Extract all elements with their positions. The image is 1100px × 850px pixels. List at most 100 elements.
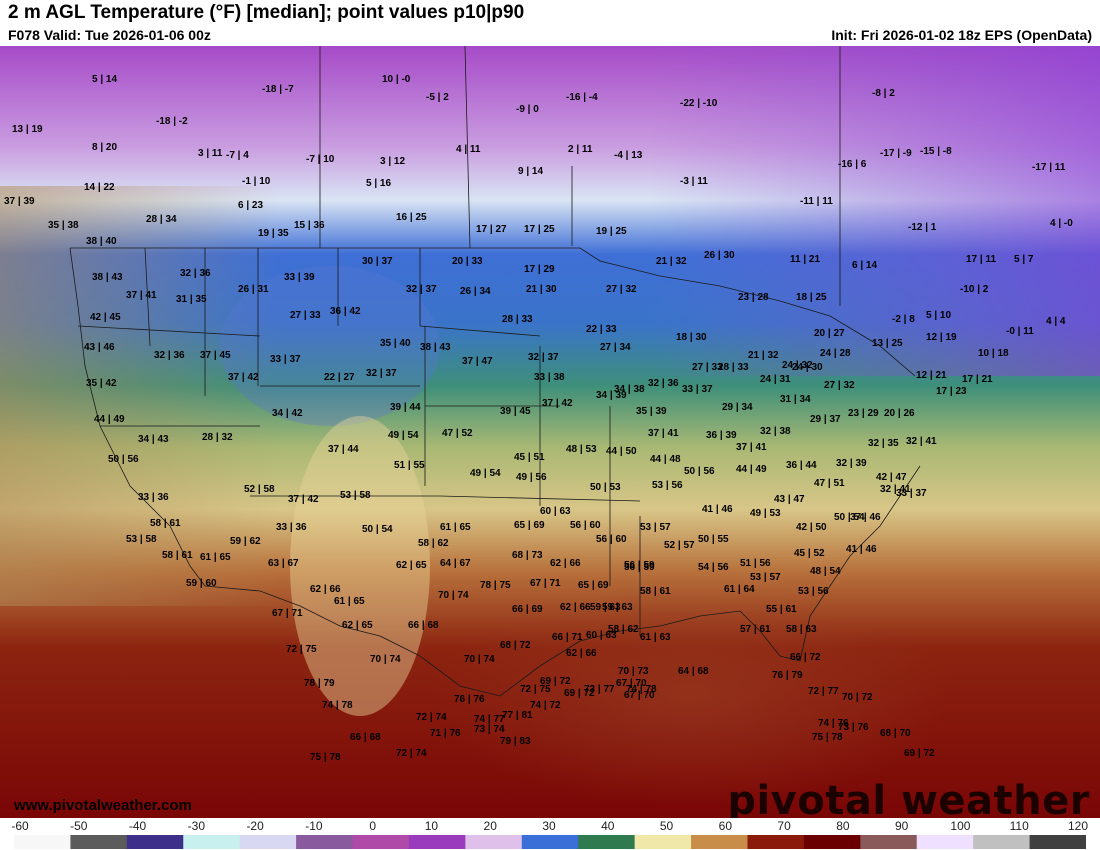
point-value-label: 51 | 56 (740, 558, 771, 569)
point-value-label: 63 | 67 (268, 558, 299, 569)
point-value-label: 61 | 63 (640, 632, 671, 643)
point-value-label: 17 | 21 (962, 374, 993, 385)
point-value-label: 20 | 33 (452, 256, 483, 267)
init-time: Init: Fri 2026-01-02 18z EPS (OpenData) (831, 27, 1092, 43)
point-value-label: -5 | 2 (426, 92, 449, 103)
point-value-label: 9 | 14 (518, 166, 543, 177)
point-value-label: 58 | 63 (786, 624, 817, 635)
point-value-label: 33 | 37 (682, 384, 713, 395)
point-value-label: 4 | -0 (1050, 218, 1073, 229)
point-value-label: 72 | 75 (520, 684, 551, 695)
point-value-label: -2 | 8 (892, 314, 915, 325)
color-scale-tick: 120 (1067, 819, 1089, 833)
point-value-label: 77 | 81 (502, 710, 533, 721)
point-value-label: 72 | 75 (286, 644, 317, 655)
point-value-label: 70 | 74 (370, 654, 401, 665)
point-value-label: 48 | 53 (566, 444, 597, 455)
point-value-label: 67 | 71 (530, 578, 561, 589)
point-value-label: 66 | 72 (790, 652, 821, 663)
color-scale-segment (747, 835, 805, 849)
point-value-label: 78 | 79 (304, 678, 335, 689)
point-value-label: 26 | 34 (460, 286, 491, 297)
point-value-label: 52 | 58 (244, 484, 275, 495)
point-value-label: 27 | 32 (824, 380, 855, 391)
point-value-label: 14 | 22 (84, 182, 115, 193)
point-value-label: 10 | -0 (382, 74, 411, 85)
point-value-label: 68 | 72 (500, 640, 531, 651)
point-value-label: 41 | 46 (846, 544, 877, 555)
point-value-label: 33 | 37 (270, 354, 301, 365)
point-value-label: 19 | 25 (596, 226, 627, 237)
point-value-label: 58 | 62 (608, 624, 639, 635)
point-value-label: 78 | 75 (480, 580, 511, 591)
point-value-label: 36 | 39 (706, 430, 737, 441)
point-value-label: 50 | 56 (684, 466, 715, 477)
point-value-label: 23 | 29 (848, 408, 879, 419)
point-value-label: 62 | 65 (396, 560, 427, 571)
color-scale-tick: 60 (718, 819, 733, 833)
point-value-label: 49 | 53 (750, 508, 781, 519)
color-scale-segment (521, 835, 579, 849)
point-value-label: 6 | 14 (852, 260, 877, 271)
point-value-label: 28 | 32 (202, 432, 233, 443)
point-value-label: 39 | 44 (390, 402, 421, 413)
point-value-label: 42 | 47 (876, 472, 907, 483)
point-value-label: 16 | 25 (396, 212, 427, 223)
point-value-label: 37 | 41 (126, 290, 157, 301)
point-values-layer: 5 | 14 10 | -0 -18 | -7 -5 | 2 -9 | 0 -16 | -… (4, 74, 1073, 763)
point-value-label: 67 | 70 (624, 690, 655, 701)
point-value-label: 69 | 72 (564, 688, 595, 699)
point-value-label: 70 | 74 (464, 654, 495, 665)
point-value-label: 33 | 38 (534, 372, 565, 383)
point-value-label: 20 | 27 (814, 328, 845, 339)
point-value-label: 5 | 7 (1014, 254, 1034, 265)
map-canvas[interactable]: 5 | 14 10 | -0 -18 | -7 -5 | 2 -9 | 0 -16 | -… (0, 46, 1100, 818)
point-value-label: 75 | 78 (310, 752, 341, 763)
color-scale-tick: -60 (11, 819, 29, 833)
point-value-label: 37 | 41 (648, 428, 679, 439)
point-value-label: 47 | 51 (814, 478, 845, 489)
color-scale-tick: 110 (1009, 819, 1029, 833)
point-value-label: -18 | -2 (156, 116, 188, 127)
point-value-label: 59 | 62 (230, 536, 261, 547)
point-value-label: 33 | 36 (276, 522, 307, 533)
point-value-label: 59 | 63 (602, 602, 633, 613)
temperature-map[interactable]: 5 | 14 10 | -0 -18 | -7 -5 | 2 -9 | 0 -16 | -… (0, 46, 1100, 818)
point-value-label: 18 | 30 (676, 332, 707, 343)
valid-time: F078 Valid: Tue 2026-01-06 00z (8, 27, 211, 43)
point-value-label: 32 | 36 (154, 350, 185, 361)
point-value-label: 27 | 32 (606, 284, 637, 295)
point-value-label: 27 | 33 (290, 310, 321, 321)
color-scale-segment (14, 835, 72, 849)
point-value-label: 69 | 72 (904, 748, 935, 759)
point-value-label: 17 | 11 (966, 254, 996, 265)
point-value-label: 35 | 39 (636, 406, 667, 417)
point-value-label: -11 | 11 (800, 196, 833, 207)
point-value-label: 19 | 35 (258, 228, 289, 239)
point-value-label: -16 | -4 (566, 92, 598, 103)
point-value-label: -17 | 11 (1032, 162, 1066, 173)
point-value-label: 68 | 73 (512, 550, 543, 561)
point-value-label: 34 | 43 (138, 434, 169, 445)
point-value-label: 41 | 46 (702, 504, 733, 515)
color-scale-tick: 20 (483, 819, 497, 833)
point-value-label: -22 | -10 (680, 98, 718, 109)
point-value-label: 72 | 77 (808, 686, 839, 697)
point-value-label: 44 | 49 (736, 464, 767, 475)
point-value-label: 32 | 37 (406, 284, 437, 295)
point-value-label: 74 | 77 (474, 714, 505, 725)
point-value-label: 73 | 76 (838, 722, 869, 733)
color-scale-segment (183, 835, 241, 849)
point-value-label: 48 | 54 (810, 566, 841, 577)
color-scale-tick: 70 (777, 819, 791, 833)
point-value-label: 23 | 28 (738, 292, 769, 303)
point-value-label: 30 | 37 (362, 256, 393, 267)
point-value-label: 29 | 34 (722, 402, 753, 413)
point-value-label: 38 | 43 (92, 272, 123, 283)
point-value-label: 24 | 31 (760, 374, 791, 385)
point-value-label: 52 | 57 (664, 540, 695, 551)
point-value-label: 66 | 68 (350, 732, 381, 743)
color-scale-segment (803, 835, 861, 849)
point-value-label: 72 | 74 (416, 712, 447, 723)
point-value-label: 53 | 56 (652, 480, 683, 491)
